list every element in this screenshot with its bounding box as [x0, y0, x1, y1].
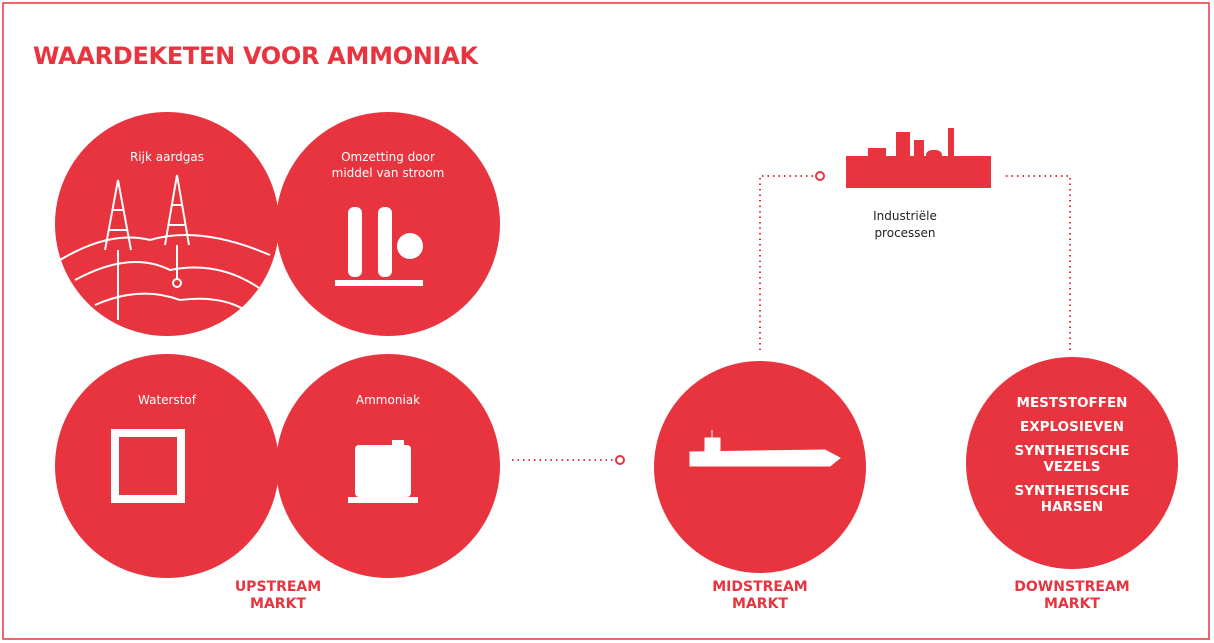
node-label: Industriële processen	[855, 208, 955, 242]
page: WAARDEKETEN VOOR AMMONIAK Rijk aardgas O…	[0, 0, 1214, 643]
market-label: MIDSTREAM MARKT	[695, 579, 825, 613]
product: MESTSTOFFEN	[997, 395, 1147, 411]
product-list: MESTSTOFFEN EXPLOSIEVEN SYNTHETISCHE VEZ…	[997, 395, 1147, 523]
product: SYNTHETISCHE HARSEN	[997, 483, 1147, 515]
node-label: Rijk aardgas	[102, 149, 232, 165]
diagram	[0, 0, 1214, 643]
ammonia-icon	[348, 440, 418, 503]
market-label: DOWNSTREAM MARKT	[1007, 579, 1137, 613]
title: WAARDEKETEN VOOR AMMONIAK	[33, 42, 478, 70]
node-label: Waterstof	[102, 392, 232, 408]
product: SYNTHETISCHE VEZELS	[997, 443, 1147, 475]
product: EXPLOSIEVEN	[997, 419, 1147, 435]
node-label: Omzetting door middel van stroom	[323, 149, 453, 181]
market-label: UPSTREAM MARKT	[213, 579, 343, 613]
node-label: Ammoniak	[323, 392, 453, 408]
factory-icon	[846, 128, 991, 188]
